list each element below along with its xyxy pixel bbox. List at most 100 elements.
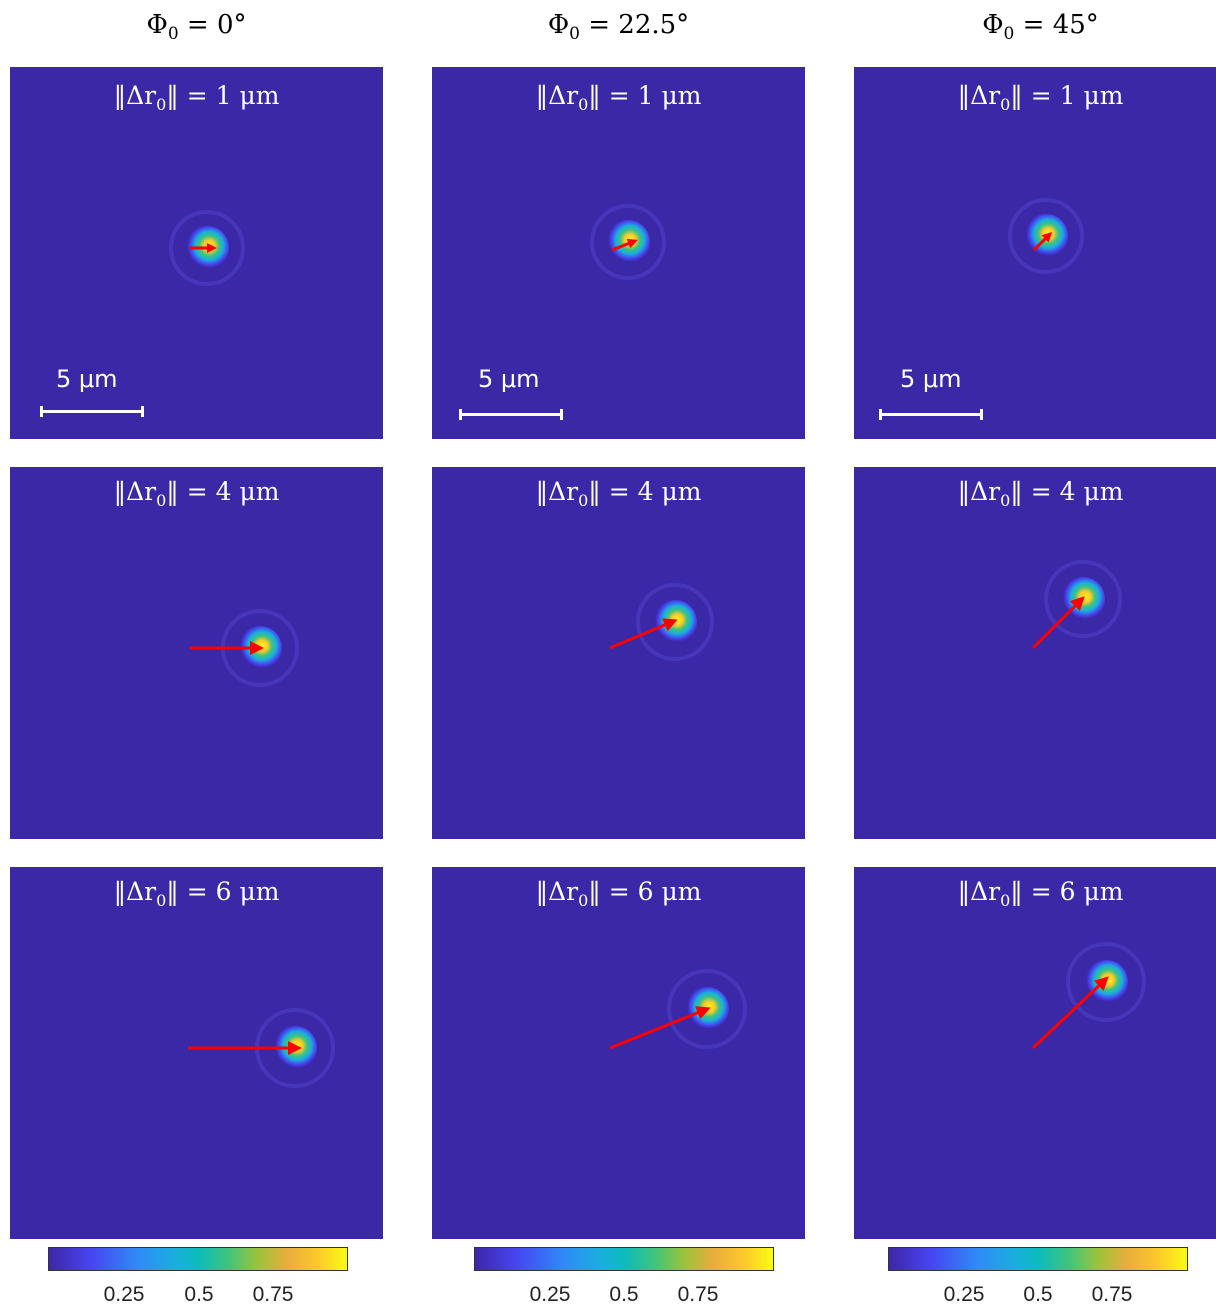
label-subscript: 0 (156, 891, 167, 910)
label-value: ‖ = 6 μm (166, 877, 280, 906)
panel-label: ‖Δr0‖ = 1 μm (10, 81, 383, 114)
label-symbol: ‖Δr (535, 877, 579, 906)
column-title-phi-22-5: Φ0 = 22.5° (432, 10, 805, 44)
displacement-arrow (1032, 231, 1053, 252)
label-value: ‖ = 4 μm (166, 477, 280, 506)
displacement-arrow (1031, 976, 1109, 1050)
title-subscript: 0 (167, 24, 179, 45)
intensity-spot-plot (609, 969, 747, 1050)
title-value: = 22.5° (579, 10, 690, 40)
label-value: ‖ = 4 μm (1010, 477, 1124, 506)
label-value: ‖ = 1 μm (1010, 81, 1124, 110)
column-title-phi-0: Φ0 = 0° (10, 10, 383, 44)
label-subscript: 0 (578, 891, 589, 910)
panel-r2-c2: ‖Δr0‖ = 4 μm (432, 467, 805, 839)
displacement-arrow (609, 618, 678, 650)
scale-bar (40, 406, 144, 417)
intensity-spot-plot (1031, 560, 1122, 650)
colorbar-2-tick-0-25: 0.25 (529, 1283, 571, 1306)
column-title-phi-45: Φ0 = 45° (854, 10, 1216, 44)
intensity-spot-plot (1008, 198, 1084, 274)
intensity-spot-plot (190, 609, 299, 687)
ring (667, 969, 747, 1049)
colorbar-1 (48, 1247, 348, 1271)
title-symbol: Φ (547, 10, 570, 40)
intensity-spot (653, 600, 697, 644)
colorbar-3-tick-0-5: 0.5 (1023, 1283, 1053, 1306)
ring (1044, 560, 1122, 638)
scale-bar-label: 5 μm (900, 365, 962, 393)
ring (1066, 942, 1146, 1022)
label-value: ‖ = 1 μm (166, 81, 280, 110)
scale-bar (459, 409, 563, 420)
title-value: = 45° (1014, 10, 1099, 40)
panel-label: ‖Δr0‖ = 6 μm (432, 877, 805, 910)
intensity-spot-plot (188, 1008, 335, 1088)
label-symbol: ‖Δr (957, 877, 1001, 906)
panel-r1-c3: ‖Δr0‖ = 1 μm 5 μm (854, 67, 1216, 439)
colorbar-2-tick-0-5: 0.5 (609, 1283, 639, 1306)
label-subscript: 0 (156, 95, 167, 114)
label-symbol: ‖Δr (113, 477, 157, 506)
label-value: ‖ = 6 μm (1010, 877, 1124, 906)
panel-r3-c2: ‖Δr0‖ = 6 μm (432, 867, 805, 1239)
title-value: = 0° (178, 10, 247, 40)
panel-label: ‖Δr0‖ = 4 μm (10, 477, 383, 510)
panel-r1-c2: ‖Δr0‖ = 1 μm 5 μm (432, 67, 805, 439)
colorbar-3 (888, 1247, 1188, 1271)
colorbar-2-tick-0-75: 0.75 (677, 1283, 719, 1306)
label-value: ‖ = 4 μm (588, 477, 702, 506)
label-symbol: ‖Δr (113, 81, 157, 110)
label-symbol: ‖Δr (957, 81, 1001, 110)
title-symbol: Φ (146, 10, 168, 40)
colorbar-1-tick-0-5: 0.5 (184, 1283, 214, 1306)
title-subscript: 0 (569, 24, 580, 45)
panel-label: ‖Δr0‖ = 6 μm (10, 877, 383, 910)
label-subscript: 0 (1000, 891, 1011, 910)
panel-label: ‖Δr0‖ = 1 μm (432, 81, 805, 114)
colorbar-3-tick-0-75: 0.75 (1091, 1283, 1133, 1306)
colorbar-1-tick-0-25: 0.25 (103, 1283, 145, 1306)
label-subscript: 0 (156, 491, 167, 510)
intensity-spot-plot (609, 583, 714, 661)
panel-r3-c3: ‖Δr0‖ = 6 μm (854, 867, 1216, 1239)
colorbar-3-tick-0-25: 0.25 (943, 1283, 985, 1306)
ring (169, 210, 245, 286)
label-subscript: 0 (578, 95, 589, 114)
colorbar-2 (474, 1247, 774, 1271)
ring (636, 583, 714, 661)
label-symbol: ‖Δr (113, 877, 157, 906)
panel-r2-c1: ‖Δr0‖ = 4 μm (10, 467, 383, 839)
label-subscript: 0 (1000, 491, 1011, 510)
intensity-spot-plot (590, 204, 666, 280)
label-value: ‖ = 6 μm (588, 877, 702, 906)
label-subscript: 0 (1000, 95, 1011, 114)
label-symbol: ‖Δr (957, 477, 1001, 506)
scale-bar (879, 409, 983, 420)
title-symbol: Φ (982, 10, 1004, 40)
intensity-spot-plot (169, 210, 245, 286)
label-subscript: 0 (578, 491, 589, 510)
panel-label: ‖Δr0‖ = 4 μm (854, 477, 1216, 510)
intensity-spot (1084, 960, 1128, 1004)
intensity-spot-plot (1031, 942, 1146, 1050)
scale-bar-label: 5 μm (56, 365, 118, 393)
scale-bar-label: 5 μm (478, 365, 540, 393)
title-subscript: 0 (1003, 24, 1015, 45)
panel-label: ‖Δr0‖ = 4 μm (432, 477, 805, 510)
panel-r3-c1: ‖Δr0‖ = 6 μm (10, 867, 383, 1239)
displacement-arrow (609, 1006, 711, 1050)
panel-label: ‖Δr0‖ = 6 μm (854, 877, 1216, 910)
panel-label: ‖Δr0‖ = 1 μm (854, 81, 1216, 114)
ring (590, 204, 666, 280)
label-value: ‖ = 1 μm (588, 81, 702, 110)
panel-r1-c1: ‖Δr0‖ = 1 μm 5 μm (10, 67, 383, 439)
label-symbol: ‖Δr (535, 81, 579, 110)
label-symbol: ‖Δr (535, 477, 579, 506)
displacement-arrow (611, 238, 638, 252)
panel-r2-c3: ‖Δr0‖ = 4 μm (854, 467, 1216, 839)
displacement-arrow (1031, 596, 1085, 650)
ring (1008, 198, 1084, 274)
intensity-spot (606, 220, 650, 264)
colorbar-1-tick-0-75: 0.75 (252, 1283, 294, 1306)
